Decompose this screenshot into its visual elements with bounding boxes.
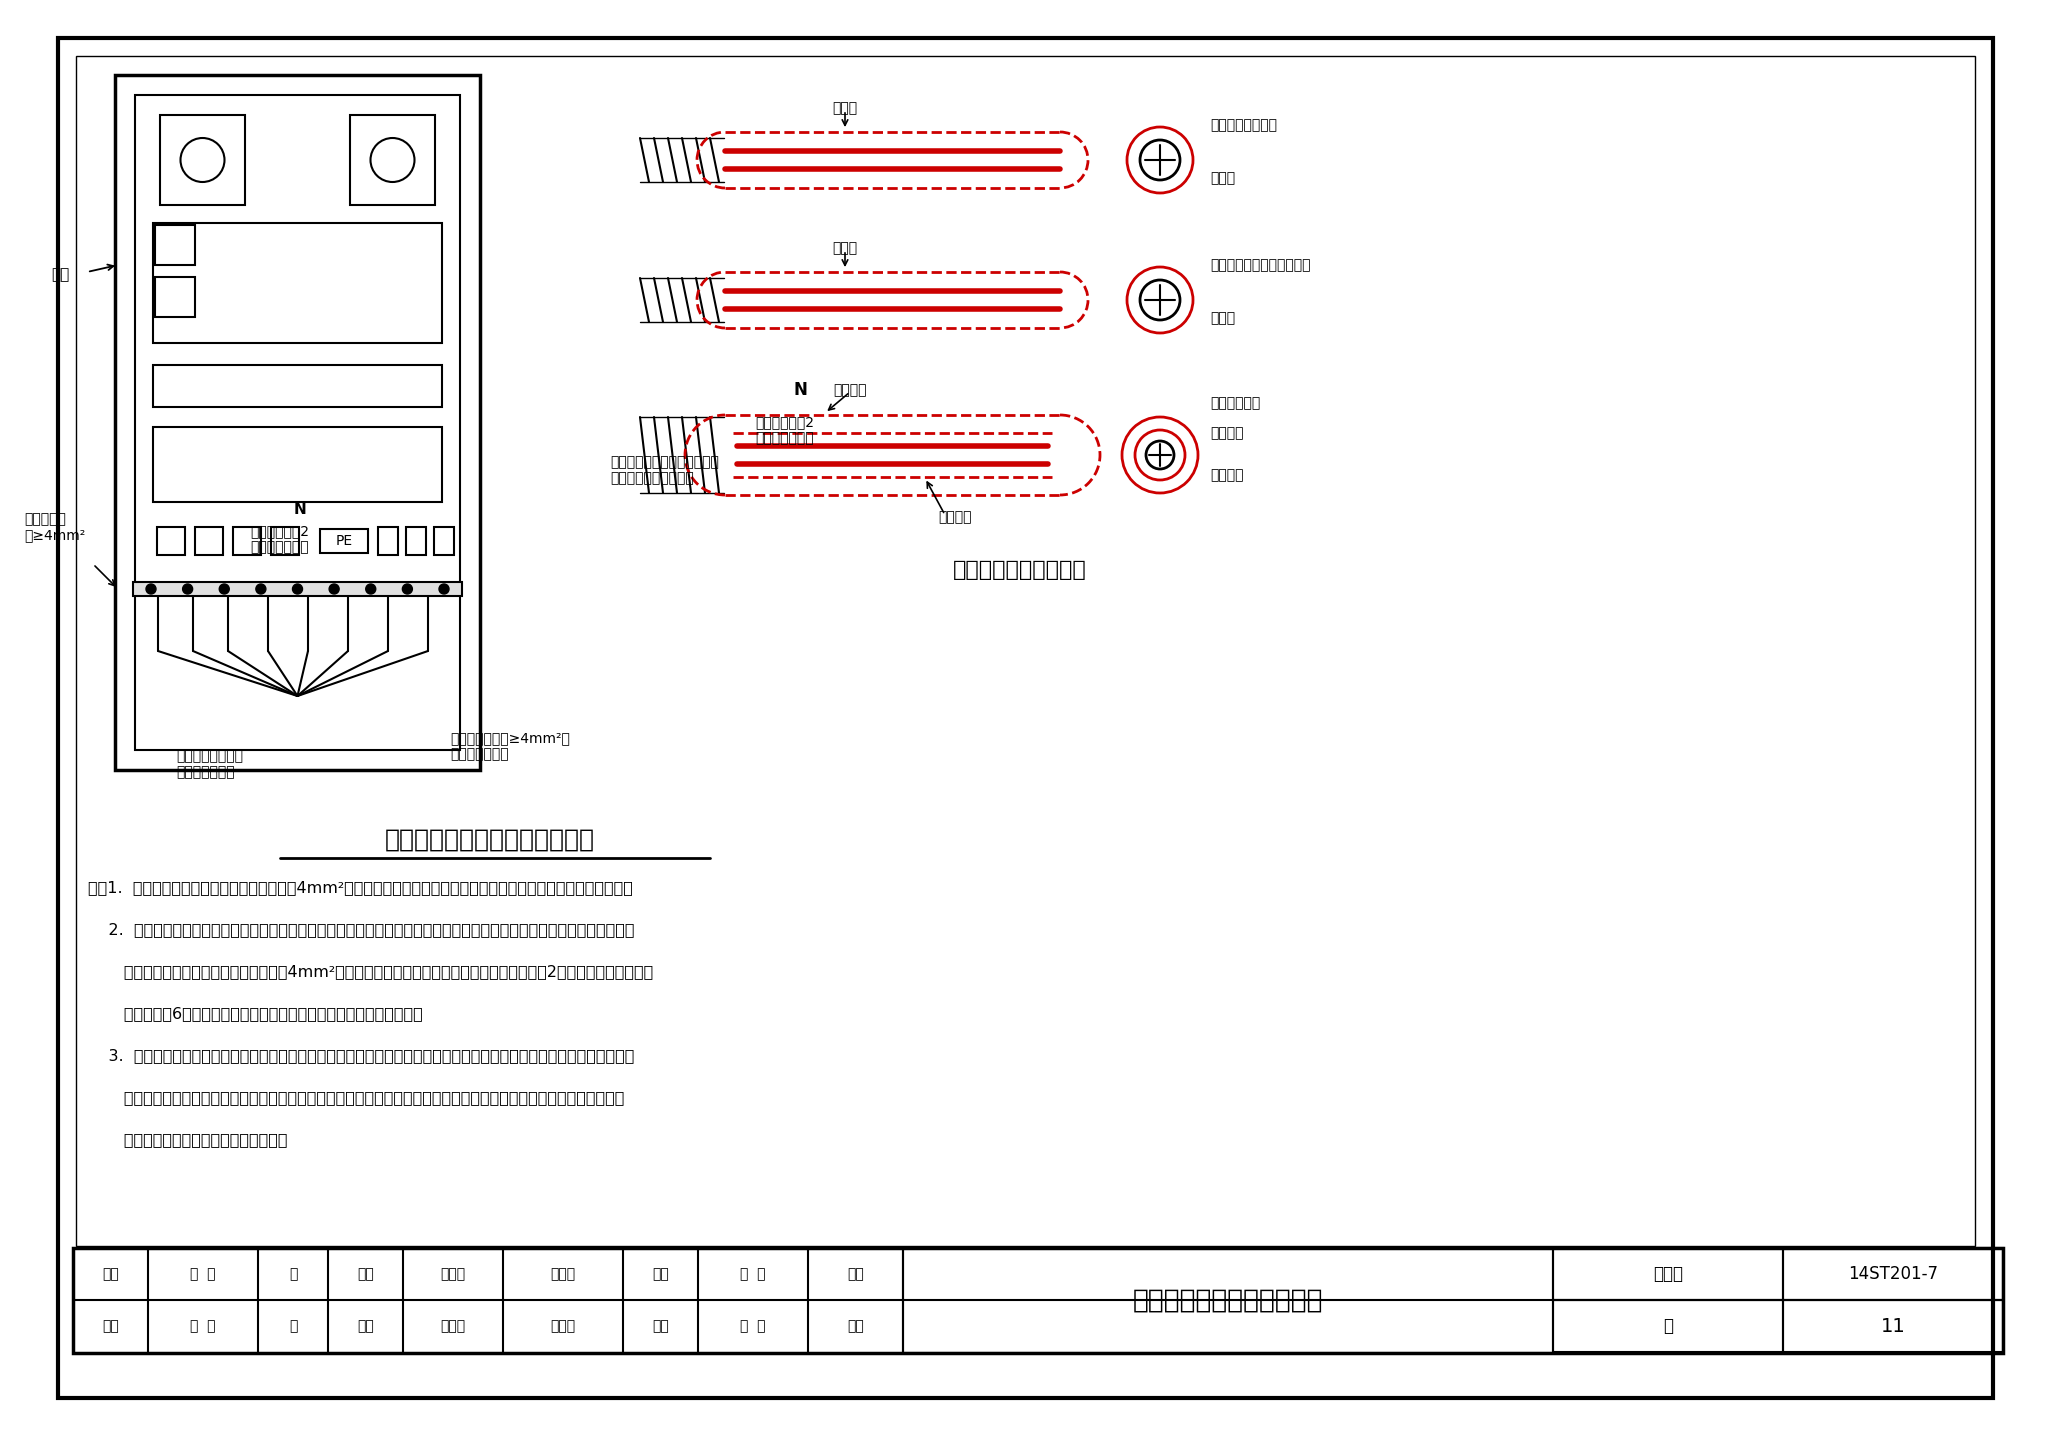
Bar	[406, 526, 426, 555]
Bar	[156, 278, 195, 317]
Bar	[903, 1248, 1552, 1353]
Circle shape	[219, 584, 229, 594]
Text: 设计: 设计	[651, 1319, 670, 1333]
Text: 图集号: 图集号	[1653, 1265, 1683, 1283]
Bar	[379, 526, 397, 555]
Circle shape	[367, 584, 375, 594]
Text: 蔡志刚: 蔡志刚	[440, 1267, 465, 1281]
Text: PE: PE	[336, 534, 352, 548]
Text: 层应两端接地，内屏蔽层宜一点接地。: 层应两端接地，内屏蔽层宜一点接地。	[88, 1132, 287, 1147]
Bar	[233, 526, 260, 555]
Text: 页: 页	[1663, 1317, 1673, 1335]
Bar	[1552, 1300, 1784, 1352]
Circle shape	[1141, 140, 1180, 179]
Text: N: N	[793, 380, 807, 399]
Text: 11: 11	[1880, 1316, 1905, 1336]
Text: 胡  珉: 胡 珉	[739, 1267, 766, 1281]
Circle shape	[1135, 429, 1186, 480]
Bar	[319, 529, 369, 552]
Circle shape	[145, 584, 156, 594]
Text: 蔡志刚: 蔡志刚	[551, 1267, 575, 1281]
Text: 芬: 芬	[289, 1267, 297, 1281]
Text: 王  磊: 王 磊	[190, 1319, 215, 1333]
Text: 柜门: 柜门	[51, 268, 70, 282]
Bar	[270, 526, 299, 555]
Circle shape	[371, 137, 414, 182]
Text: 芬: 芬	[289, 1319, 297, 1333]
Text: 屏蔽层: 屏蔽层	[1210, 311, 1235, 325]
Text: N: N	[293, 502, 307, 516]
Text: 柜（屏）二次电缆接地正立面图: 柜（屏）二次电缆接地正立面图	[385, 829, 596, 852]
Text: 内屏蔽层: 内屏蔽层	[1210, 469, 1243, 482]
Text: 屏蔽层: 屏蔽层	[831, 101, 858, 116]
Text: 内屏蔽层: 内屏蔽层	[938, 510, 971, 523]
Text: 胡珉: 胡珉	[848, 1319, 864, 1333]
Circle shape	[1141, 281, 1180, 320]
Circle shape	[1122, 416, 1198, 493]
Text: 校对: 校对	[356, 1267, 375, 1281]
Text: 铠装电缆接地线≥4mm²，
与芯线截面相同: 铠装电缆接地线≥4mm²， 与芯线截面相同	[451, 730, 569, 761]
Circle shape	[330, 584, 340, 594]
Text: 可将不超过6根的接地线同压一接线鼻子，且应与接地铜排可靠连接。: 可将不超过6根的接地线同压一接线鼻子，且应与接地铜排可靠连接。	[88, 1006, 422, 1021]
Bar	[1784, 1300, 2003, 1352]
Text: 外屏蔽层: 外屏蔽层	[834, 383, 866, 398]
Text: 设备门体及二次电缆接地图: 设备门体及二次电缆接地图	[1133, 1287, 1323, 1313]
Text: 蔡志刚: 蔡志刚	[440, 1319, 465, 1333]
Bar	[160, 116, 246, 205]
Text: 运动、通信计算机系统电缆: 运动、通信计算机系统电缆	[1210, 257, 1311, 272]
Bar	[156, 226, 195, 265]
Bar	[154, 427, 442, 502]
Text: 屏蔽层: 屏蔽层	[831, 241, 858, 254]
Circle shape	[1147, 441, 1174, 469]
Bar	[350, 116, 434, 205]
Text: 审核: 审核	[102, 1267, 119, 1281]
Circle shape	[438, 584, 449, 594]
Bar	[434, 526, 455, 555]
Text: 线截面宜与芯线截面相同，且不应小于4mm²，电缆屏蔽层的接地线截面积应大于屏蔽层截面的2倍。当接地线较多时，: 线截面宜与芯线截面相同，且不应小于4mm²，电缆屏蔽层的接地线截面积应大于屏蔽层…	[88, 964, 653, 979]
Bar	[1552, 1248, 1784, 1300]
Circle shape	[293, 584, 303, 594]
Circle shape	[256, 584, 266, 594]
Text: 计算机侧（信号源浮空）或信
号源侧（信号源接地）: 计算机侧（信号源浮空）或信 号源侧（信号源接地）	[610, 455, 719, 484]
Bar	[158, 526, 184, 555]
Text: 外屏蔽层: 外屏蔽层	[1210, 427, 1243, 440]
Bar	[154, 364, 442, 406]
Bar	[1784, 1248, 2003, 1300]
Text: 胡珉: 胡珉	[848, 1267, 864, 1281]
Text: 双屏蔽层电缆: 双屏蔽层电缆	[1210, 396, 1260, 411]
Text: 审核: 审核	[102, 1319, 119, 1333]
Bar	[154, 223, 442, 343]
Text: 王  磊: 王 磊	[190, 1267, 215, 1281]
Text: 设计: 设计	[651, 1267, 670, 1281]
Text: 3.  用于保护和控制回路的屏蔽电缆屏蔽层根据设计要求进行接地，且满足下列要求：用于电气保护及控制的单屏蔽电缆屏: 3. 用于保护和控制回路的屏蔽电缆屏蔽层根据设计要求进行接地，且满足下列要求：用…	[88, 1048, 635, 1063]
Text: 屏蔽接地线＞2
倍屏蔽层截面积: 屏蔽接地线＞2 倍屏蔽层截面积	[756, 415, 813, 445]
Text: 屏蔽层: 屏蔽层	[1210, 171, 1235, 185]
Text: 蔡志刚: 蔡志刚	[551, 1319, 575, 1333]
Text: 多股软铜导
线≥4mm²: 多股软铜导 线≥4mm²	[25, 512, 86, 542]
Text: 屏蔽接地线＞2
倍屏蔽层截面积: 屏蔽接地线＞2 倍屏蔽层截面积	[250, 523, 309, 554]
Circle shape	[401, 584, 412, 594]
Bar	[76, 56, 1974, 1246]
Bar	[135, 95, 461, 750]
Circle shape	[182, 584, 193, 594]
Bar	[195, 526, 223, 555]
Text: 注：1.  装有电器的可开启门应采用截面不小于4mm²且端部压接有终端附件的多股软铜导线与接地的金属框架可靠连接。: 注：1. 装有电器的可开启门应采用截面不小于4mm²且端部压接有终端附件的多股软…	[88, 881, 633, 895]
Text: 电气保护控制电缆: 电气保护控制电缆	[1210, 119, 1278, 132]
Circle shape	[180, 137, 225, 182]
Circle shape	[1126, 268, 1194, 333]
Text: 绝缘阻燃透明套管
多股软铜接地线: 绝缘阻燃透明套管 多股软铜接地线	[176, 749, 244, 779]
Bar	[74, 1248, 2003, 1353]
Text: 电缆屏蔽层接地示意图: 电缆屏蔽层接地示意图	[952, 560, 1087, 580]
Circle shape	[1126, 127, 1194, 192]
Text: 蔽层应采用两端接地方式；远动、通信等计算机系统采用的单屏蔽电缆屏蔽层应采用一点接地方式；双屏蔽电缆外屏蔽: 蔽层应采用两端接地方式；远动、通信等计算机系统采用的单屏蔽电缆屏蔽层应采用一点接…	[88, 1090, 625, 1105]
Text: 2.  柜（屏）上装置的接地端子连接线、铠装电缆及屏蔽接地线应用黄绿色多股软铜导线与接地铜排相连。铠装电缆的接地: 2. 柜（屏）上装置的接地端子连接线、铠装电缆及屏蔽接地线应用黄绿色多股软铜导线…	[88, 923, 635, 937]
Bar	[133, 581, 463, 596]
Text: 14ST201-7: 14ST201-7	[1847, 1265, 1937, 1283]
Text: 胡  珉: 胡 珉	[739, 1319, 766, 1333]
Text: 校对: 校对	[356, 1319, 375, 1333]
Bar	[115, 75, 479, 771]
